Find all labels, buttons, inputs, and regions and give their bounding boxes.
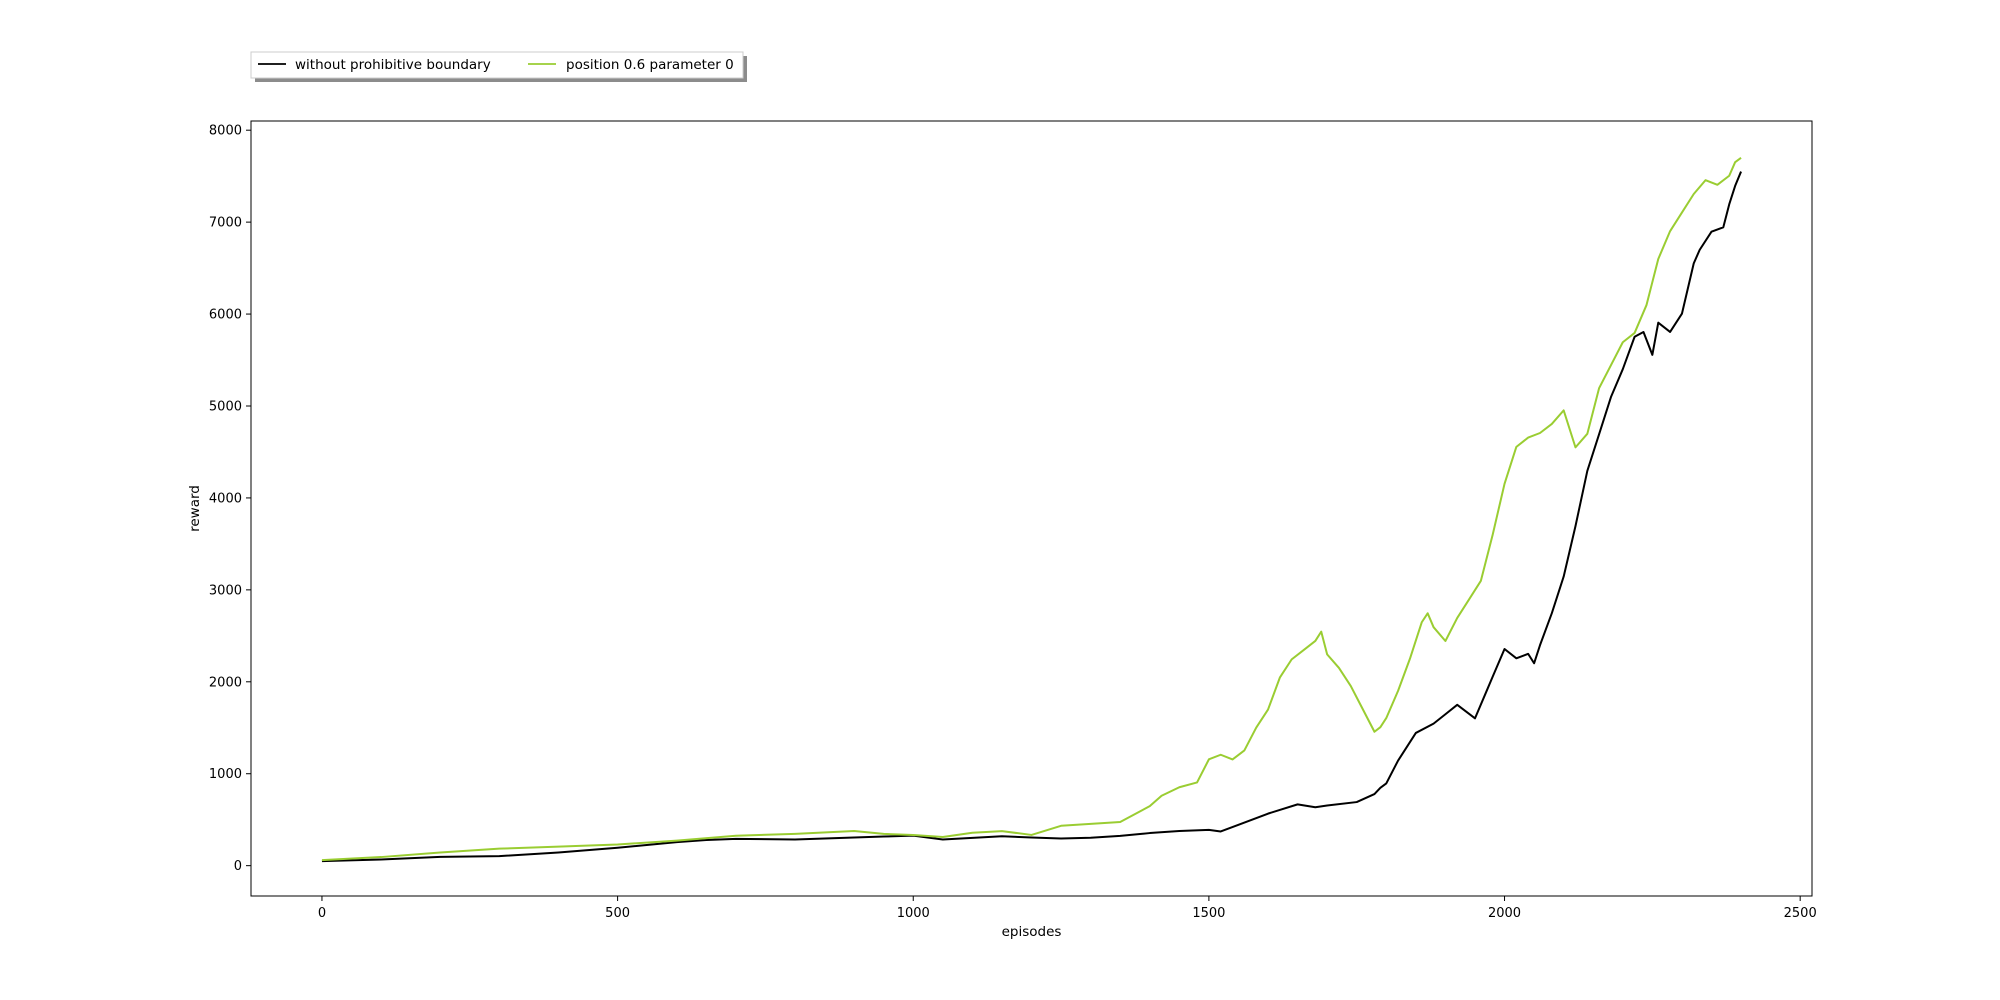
x-tick-label: 1500 — [1192, 906, 1225, 921]
y-tick-label: 6000 — [209, 308, 242, 323]
y-tick-label: 3000 — [209, 583, 242, 598]
y-tick-label: 0 — [234, 859, 242, 874]
y-tick-label: 7000 — [209, 216, 242, 231]
series-line-1 — [321, 171, 1742, 863]
y-tick-label: 4000 — [209, 491, 242, 506]
x-tick-label: 2500 — [1784, 906, 1817, 921]
y-tick-label: 2000 — [209, 675, 242, 690]
x-axis-label: episodes — [1002, 924, 1062, 940]
legend-label-series-2: position 0.6 parameter 0 — [566, 57, 734, 73]
legend: without prohibitive boundary position 0.… — [250, 51, 747, 82]
plot-area — [250, 120, 1813, 897]
x-tick-label: 0 — [318, 906, 326, 921]
x-tick-label: 500 — [605, 906, 630, 921]
y-tick-label: 5000 — [209, 399, 242, 414]
series-line-2 — [321, 156, 1742, 862]
x-tick-label: 2000 — [1488, 906, 1521, 921]
series-layer — [321, 156, 1742, 863]
x-axis: 0 500 1000 1500 2000 2500 — [318, 896, 1817, 921]
x-tick-label: 1000 — [897, 906, 930, 921]
y-tick-label: 8000 — [209, 124, 242, 139]
legend-box — [250, 51, 744, 79]
y-tick-label: 1000 — [209, 767, 242, 782]
y-axis: 0 1000 2000 3000 4000 5000 6000 7000 8000 — [209, 124, 251, 874]
y-axis-label: reward — [187, 485, 203, 532]
legend-label-series-1: without prohibitive boundary — [295, 57, 491, 73]
